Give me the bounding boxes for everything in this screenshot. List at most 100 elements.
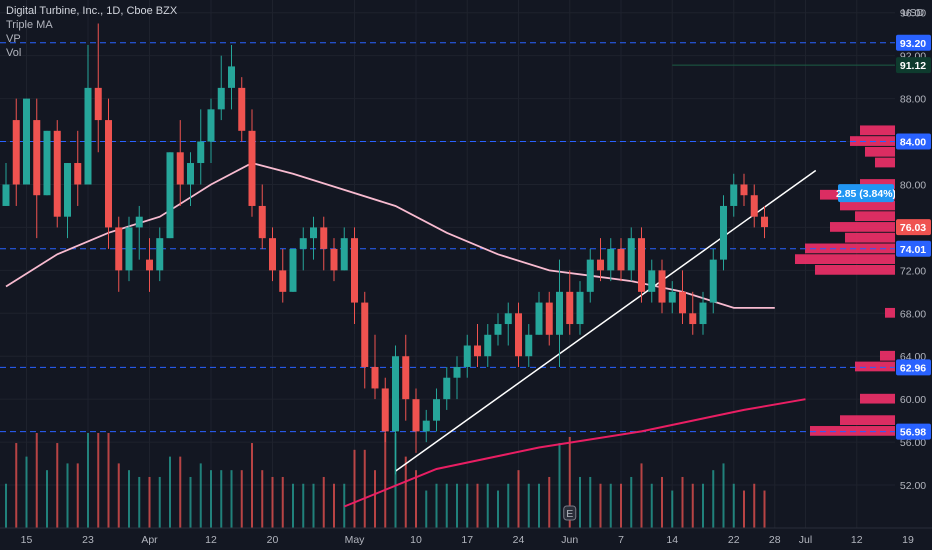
- candle-body: [217, 87, 225, 110]
- price-badge: 91.12: [896, 57, 931, 74]
- volume-bar: [538, 483, 540, 528]
- candle-body: [525, 334, 533, 357]
- candle: [689, 291, 697, 335]
- candle: [515, 302, 522, 367]
- candle-body: [648, 270, 656, 292]
- volume-bar: [322, 476, 325, 528]
- candle: [289, 248, 297, 292]
- volume-bar: [251, 443, 253, 528]
- candle-body: [320, 227, 328, 249]
- candle-body: [494, 324, 502, 335]
- candle: [545, 291, 553, 346]
- indicator-vol[interactable]: Vol: [6, 47, 22, 59]
- volume-bar: [640, 463, 643, 528]
- volume-profile-bar: [860, 125, 895, 136]
- volume-bar: [507, 483, 510, 528]
- candle-body: [115, 227, 123, 271]
- candle-body: [402, 356, 410, 400]
- candle-body: [586, 259, 594, 292]
- y-tick-label: 60.00: [900, 394, 926, 406]
- candle-body: [689, 313, 697, 325]
- volume-bar: [25, 456, 28, 528]
- candle-body: [761, 216, 768, 228]
- x-tick-label: 12: [205, 534, 217, 546]
- volume-bar: [97, 433, 100, 528]
- candle: [105, 98, 112, 249]
- candle: [176, 120, 184, 206]
- volume-bar: [681, 476, 684, 528]
- indicator-vp[interactable]: VP: [6, 33, 21, 45]
- candle: [156, 227, 164, 282]
- volume-profile-bar: [845, 232, 895, 243]
- candle: [750, 184, 758, 228]
- volume-bar: [76, 463, 79, 528]
- candle-body: [135, 216, 143, 228]
- price-axis-background: [895, 0, 932, 550]
- candle-body: [23, 98, 30, 185]
- volume-bar: [558, 443, 561, 528]
- candle: [433, 388, 440, 432]
- candle: [494, 313, 502, 346]
- candle: [730, 173, 738, 217]
- candle-body: [74, 163, 82, 185]
- candle: [12, 98, 20, 206]
- chart-legend: Digital Turbine, Inc., 1D, Cboe BZX Trip…: [6, 4, 177, 60]
- candle: [269, 227, 276, 282]
- volume-bar: [548, 476, 551, 528]
- x-tick-label: 19: [902, 534, 914, 546]
- x-tick-label: Jul: [799, 534, 812, 546]
- volume-bar: [56, 443, 59, 528]
- volume-bar: [609, 483, 612, 528]
- candle-body: [679, 291, 686, 314]
- volume-profile-bar: [860, 393, 895, 404]
- volume-bar: [240, 470, 243, 528]
- candle-body: [176, 152, 184, 185]
- candle-body: [258, 205, 266, 239]
- candle: [115, 216, 123, 292]
- volume-bar: [476, 483, 479, 528]
- candle-body: [597, 259, 604, 271]
- candle: [53, 120, 61, 228]
- candle-body: [392, 356, 399, 432]
- price-badge-box: [896, 34, 931, 51]
- volume-bar: [87, 433, 89, 528]
- candle: [720, 195, 727, 271]
- volume-bar: [220, 470, 223, 528]
- candle-body: [566, 291, 574, 325]
- candle-body: [269, 238, 276, 271]
- candle-body: [484, 334, 492, 357]
- candle: [463, 334, 471, 378]
- candle: [43, 130, 51, 196]
- candle: [556, 259, 563, 367]
- volume-bar: [169, 456, 171, 528]
- volume-bar: [374, 470, 376, 528]
- candle: [330, 238, 338, 282]
- price-change-text: 2.85 (3.84%): [836, 188, 896, 200]
- candle: [381, 377, 389, 443]
- volume-profile-bar: [860, 179, 895, 189]
- symbol-title[interactable]: Digital Turbine, Inc., 1D, Cboe BZX: [6, 5, 178, 17]
- candle: [207, 98, 215, 164]
- indicator-triple-ma[interactable]: Triple MA: [6, 19, 53, 31]
- price-badge-label: 74.01: [900, 244, 926, 256]
- candle: [371, 334, 379, 400]
- candle-body: [658, 270, 666, 303]
- candle-body: [94, 87, 102, 121]
- price-badge-label: 62.96: [900, 362, 926, 374]
- volume-profile-bar: [865, 146, 895, 157]
- candle: [258, 184, 266, 249]
- candle-body: [146, 259, 153, 271]
- candle: [535, 291, 543, 335]
- price-badge-box: [896, 219, 931, 236]
- candle: [340, 227, 348, 271]
- currency-label: USD: [902, 7, 925, 19]
- volume-bar: [292, 483, 294, 528]
- volume-bar: [425, 490, 428, 528]
- candle-body: [545, 302, 553, 335]
- volume-bar: [589, 476, 592, 528]
- price-badge: 76.03: [896, 219, 931, 236]
- price-badge-box: [896, 240, 931, 257]
- time-axis-background: [0, 528, 932, 550]
- candle-body: [33, 120, 41, 196]
